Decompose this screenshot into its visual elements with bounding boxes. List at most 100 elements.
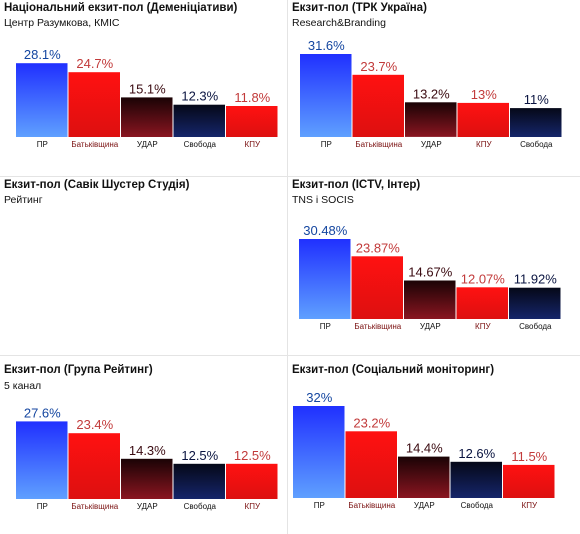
bar-Батьківщина — [68, 433, 120, 499]
chart-subtitle: 5 канал — [4, 380, 42, 392]
bar-Свобода — [510, 108, 562, 137]
bar-УДАР — [405, 102, 457, 137]
value-label: 32% — [306, 390, 332, 405]
value-label: 24.7% — [76, 56, 113, 71]
category-label: ПР — [37, 502, 48, 511]
category-label: ПР — [320, 322, 331, 331]
bar-Свобода — [509, 287, 561, 319]
chart-panel-grupa-reiting: Екзит-пол (Група Рейтинг) 5 канал 27.6% П… — [0, 356, 286, 534]
category-label: Свобода — [184, 140, 217, 149]
grid-divider-row-1 — [0, 176, 580, 177]
category-label: Свобода — [184, 502, 217, 511]
value-label: 23.7% — [360, 59, 397, 74]
value-label: 13.2% — [413, 86, 450, 101]
bar-Батьківщина — [68, 72, 120, 137]
bar-Свобода — [173, 104, 225, 137]
category-label: УДАР — [137, 140, 158, 149]
chart-title: Екзит-пол (Соціальний моніторинг) — [292, 364, 495, 376]
chart-panel-national: Національний екзит-пол (Деменіціативи) Ц… — [0, 0, 286, 175]
category-label: ПР — [321, 140, 332, 149]
chart-subtitle: Центр Разумкова, КМІС — [4, 17, 120, 29]
chart-title: Екзит-пол (Група Рейтинг) — [4, 364, 153, 376]
bar-chart: 31.6% ПР 23.7% Батьківщина 13.2% УДАР 13% КПУ 11… — [300, 38, 562, 149]
chart-subtitle: Рейтинг — [4, 194, 43, 206]
chart-title: Екзит-пол (Савік Шустер Студія) — [4, 179, 190, 191]
category-label: КПУ — [476, 140, 492, 149]
bar-КПУ — [503, 464, 555, 498]
value-label: 15.1% — [129, 81, 166, 96]
category-label: КПУ — [522, 501, 538, 510]
bar-Батьківщина — [352, 74, 404, 137]
category-label: УДАР — [137, 502, 158, 511]
category-label: Батьківщина — [71, 140, 118, 149]
value-label: 28.1% — [24, 47, 61, 62]
chart-panel-ictv-inter: Екзит-пол (ICTV, Інтер) TNS і SOCIS 30.4… — [288, 177, 580, 354]
category-label: Свобода — [519, 322, 552, 331]
value-label: 11% — [524, 92, 549, 107]
bar-ПР — [299, 239, 351, 319]
chart-panel-trk-ukraina: Екзит-пол (ТРК Україна) Research&Brandin… — [288, 0, 580, 175]
category-label: Батьківщина — [348, 501, 395, 510]
category-label: КПУ — [475, 322, 491, 331]
category-label: ПР — [314, 501, 325, 510]
bar-УДАР — [121, 458, 173, 499]
category-label: ПР — [37, 140, 48, 149]
value-label: 11.5% — [511, 449, 547, 464]
bar-КПУ — [226, 463, 278, 499]
value-label: 12.5% — [181, 448, 218, 463]
value-label: 14.4% — [406, 441, 443, 456]
bar-Батьківщина — [351, 256, 403, 319]
value-label: 31.6% — [308, 38, 345, 53]
value-label: 23.87% — [356, 240, 401, 255]
value-label: 14.3% — [129, 443, 166, 458]
bar-chart — [0, 177, 286, 354]
category-label: Свобода — [520, 140, 553, 149]
chart-panel-social-monitoring: Екзит-пол (Соціальний моніторинг) 32% ПР 2… — [288, 356, 580, 534]
value-label: 12.5% — [234, 448, 271, 463]
category-label: Батьківщина — [354, 322, 401, 331]
category-label: УДАР — [414, 501, 435, 510]
value-label: 12.6% — [458, 446, 495, 461]
bar-УДАР — [404, 280, 456, 319]
category-label: Батьківщина — [355, 140, 402, 149]
value-label: 23.2% — [353, 415, 390, 430]
bar-УДАР — [121, 97, 173, 137]
value-label: 14.67% — [408, 265, 453, 280]
value-label: 27.6% — [24, 405, 61, 420]
bar-КПУ — [226, 106, 278, 137]
bar-chart: 27.6% ПР 23.4% Батьківщина 14.3% УДАР 12.5% Сво… — [16, 405, 278, 511]
bar-chart: 28.1% ПР 24.7% Батьківщина 15.1% УДАР 12.3% Сво… — [16, 47, 278, 149]
bar-Батьківщина — [345, 431, 397, 498]
grid-divider-row-2 — [0, 355, 580, 356]
chart-title: Екзит-пол (ICTV, Інтер) — [292, 179, 421, 191]
category-label: КПУ — [245, 502, 261, 511]
bar-ПР — [293, 406, 345, 498]
value-label: 12.07% — [461, 271, 506, 286]
bar-КПУ — [456, 287, 508, 319]
value-label: 12.3% — [181, 89, 218, 104]
bar-Свобода — [173, 463, 225, 499]
bar-ПР — [300, 54, 352, 137]
chart-panel-savik-shuster: Екзит-пол (Савік Шустер Студія) Рейтинг — [0, 177, 286, 354]
bar-КПУ — [457, 102, 509, 137]
category-label: УДАР — [421, 140, 442, 149]
value-label: 11.92% — [514, 272, 558, 287]
chart-title: Екзит-пол (ТРК Україна) — [292, 2, 427, 14]
grid-divider-vertical — [287, 0, 288, 534]
value-label: 30.48% — [303, 223, 348, 238]
bar-ПР — [16, 421, 68, 499]
chart-subtitle: TNS і SOCIS — [292, 194, 354, 206]
value-label: 13% — [471, 87, 497, 102]
chart-subtitle: Research&Branding — [292, 17, 386, 29]
bar-chart: 30.48% ПР 23.87% Батьківщина 14.67% УДАР 12.07… — [299, 223, 561, 331]
value-label: 23.4% — [76, 417, 113, 432]
bar-ПР — [16, 63, 68, 138]
bar-УДАР — [398, 456, 450, 498]
bar-Свобода — [450, 461, 502, 498]
category-label: Свобода — [461, 501, 494, 510]
category-label: Батьківщина — [71, 502, 118, 511]
category-label: КПУ — [245, 140, 261, 149]
chart-title: Національний екзит-пол (Деменіціативи) — [4, 2, 238, 14]
value-label: 11.8% — [234, 90, 270, 105]
category-label: УДАР — [420, 322, 441, 331]
